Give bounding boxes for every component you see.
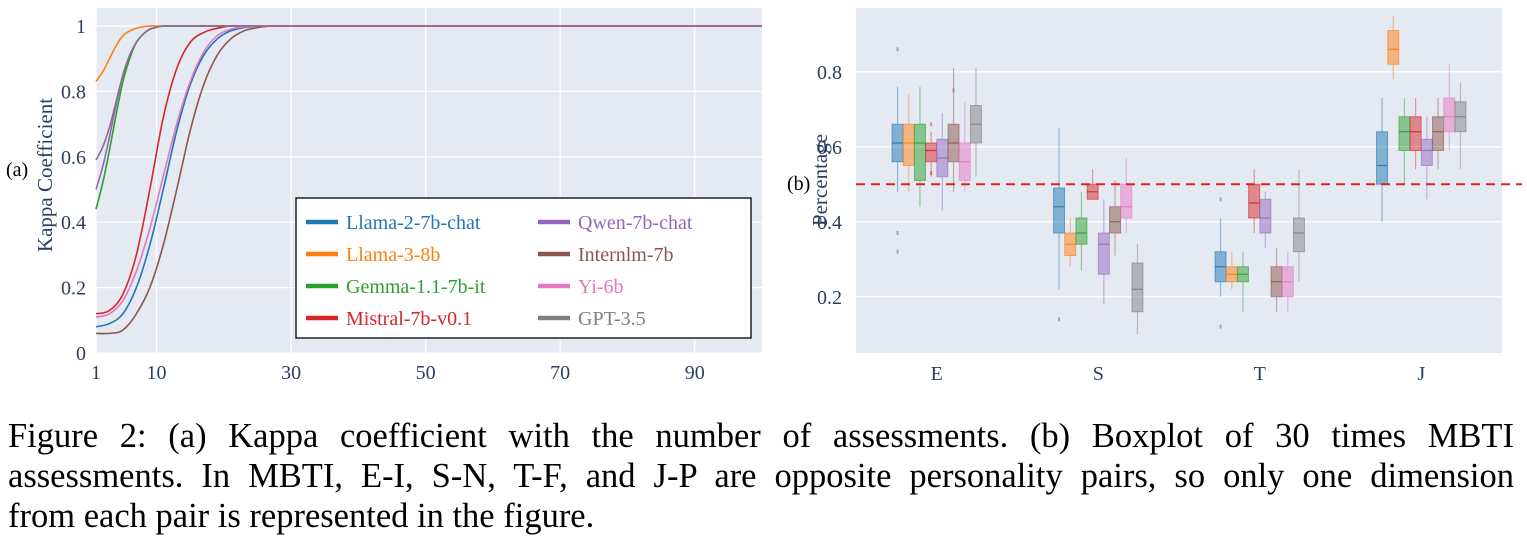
box-iqr [1432, 116, 1445, 151]
y-tick-label: 0.6 [817, 137, 842, 159]
box-J-7 [1454, 83, 1467, 170]
x-tick-label: 70 [550, 362, 570, 384]
box-iqr [902, 123, 915, 166]
panel-b-boxes [891, 15, 1467, 335]
y-tick-label: 0.4 [817, 212, 842, 234]
outlier-point [896, 231, 899, 235]
legend-label: GPT-3.5 [578, 308, 646, 330]
caption-line-2: assessments. In MBTI, E-I, S-N, T-F, and… [8, 457, 1514, 495]
panel-a-label: (a) [6, 159, 28, 181]
x-tick-label: S [1093, 363, 1104, 385]
box-iqr [1120, 183, 1133, 219]
outlier-point [930, 171, 933, 175]
y-tick-label: 0.6 [61, 147, 86, 169]
box-S-3 [1086, 169, 1099, 200]
box-E-5 [947, 68, 960, 192]
box-iqr [1109, 206, 1122, 234]
box-J-1 [1387, 15, 1400, 80]
panel-a-series-lines [95, 25, 762, 335]
panel-a-y-ticks: 0 0.2 0.4 0.6 0.8 1 [61, 16, 86, 365]
legend-label: Qwen-7b-chat [578, 212, 693, 234]
legend-label: Internlm-7b [578, 244, 674, 266]
box-T-7 [1292, 169, 1305, 282]
box-J-3 [1409, 98, 1422, 170]
box-iqr [1131, 262, 1144, 313]
box-iqr [1443, 97, 1456, 133]
box-S-2 [1075, 191, 1088, 271]
box-E-6 [958, 101, 971, 192]
x-tick-label: T [1254, 363, 1266, 385]
box-S-4 [1097, 199, 1110, 305]
panel-a-kappa-chart: 0 0.2 0.4 0.6 0.8 1 1 10 30 50 70 90 Kappa Coeffic… [6, 8, 762, 384]
box-iqr [1409, 116, 1422, 151]
box-T-4 [1259, 191, 1272, 248]
box-iqr [1075, 217, 1088, 245]
series-line-gpt-3-5 [95, 25, 762, 161]
box-iqr [1097, 232, 1110, 275]
x-tick-label: 50 [416, 362, 436, 384]
box-E-7 [969, 68, 982, 177]
box-T-0 [1214, 197, 1227, 329]
panel-b-plot-area [856, 8, 1502, 353]
box-J-4 [1420, 116, 1433, 200]
x-tick-label: 1 [91, 362, 101, 384]
box-iqr [925, 142, 938, 163]
legend-box [295, 197, 752, 339]
box-T-2 [1236, 251, 1249, 312]
box-J-5 [1432, 98, 1445, 170]
y-tick-label: 0.8 [61, 81, 86, 103]
figure: 0 0.2 0.4 0.6 0.8 1 1 10 30 50 70 90 Kappa Coeffic… [6, 8, 1522, 385]
y-tick-label: 0.8 [817, 62, 842, 84]
x-tick-label: 30 [281, 362, 301, 384]
y-tick-label: 0.4 [61, 212, 86, 234]
y-tick-label: 0.2 [817, 287, 842, 309]
box-S-7 [1131, 244, 1144, 335]
box-iqr [1259, 198, 1272, 234]
legend-label: Llama-2-7b-chat [346, 212, 481, 234]
legend-label: Yi-6b [578, 276, 624, 298]
outlier-point [896, 47, 899, 52]
panel-b-label: (b) [787, 173, 810, 195]
panel-a-x-ticks: 1 10 30 50 70 90 [91, 362, 705, 384]
outlier-point [930, 122, 933, 127]
box-iqr [1387, 30, 1400, 65]
panel-b-y-axis-label: Percentage [808, 134, 832, 226]
panel-a-y-axis-label: Kappa Coefficient [33, 98, 57, 252]
outlier-point [1219, 324, 1222, 329]
outlier-point [1219, 197, 1222, 202]
x-tick-label: 90 [685, 362, 705, 384]
box-iqr [913, 123, 926, 181]
panel-a-legend: Llama-2-7b-chat Llama-3-8b Gemma-1.1-7b-it… [295, 197, 752, 339]
figure-caption: Figure 2: (a) Kappa coefficient with the… [8, 416, 1514, 536]
y-tick-label: 1 [76, 16, 86, 38]
panel-b-boxplot: 0.2 0.4 0.6 0.8 E S T J Percentage (b) [787, 8, 1522, 385]
outlier-point [1058, 317, 1061, 322]
legend-label: Mistral-7b-v0.1 [346, 308, 472, 330]
outlier-point [896, 249, 899, 254]
x-tick-label: J [1417, 363, 1425, 385]
box-E-4 [936, 113, 949, 211]
box-S-0 [1053, 128, 1066, 322]
x-tick-label: E [931, 363, 943, 385]
panel-b-y-ticks: 0.2 0.4 0.6 0.8 [817, 62, 842, 309]
box-T-6 [1281, 251, 1294, 312]
legend-label: Llama-3-8b [346, 244, 440, 266]
box-iqr [1248, 183, 1261, 219]
caption-line-1: Figure 2: (a) Kappa coefficient with the… [8, 417, 1514, 455]
y-tick-label: 0.2 [61, 278, 86, 300]
outlier-point [952, 88, 955, 93]
caption-line-3: from each pair is represented in the fig… [8, 497, 595, 535]
legend-label: Gemma-1.1-7b-it [346, 276, 486, 298]
y-tick-label: 0 [76, 343, 86, 365]
box-iqr [1398, 116, 1411, 151]
x-tick-label: 10 [147, 362, 167, 384]
box-iqr [1053, 187, 1066, 234]
box-iqr [1292, 217, 1305, 253]
box-iqr [1420, 138, 1433, 166]
box-iqr [1376, 131, 1389, 185]
